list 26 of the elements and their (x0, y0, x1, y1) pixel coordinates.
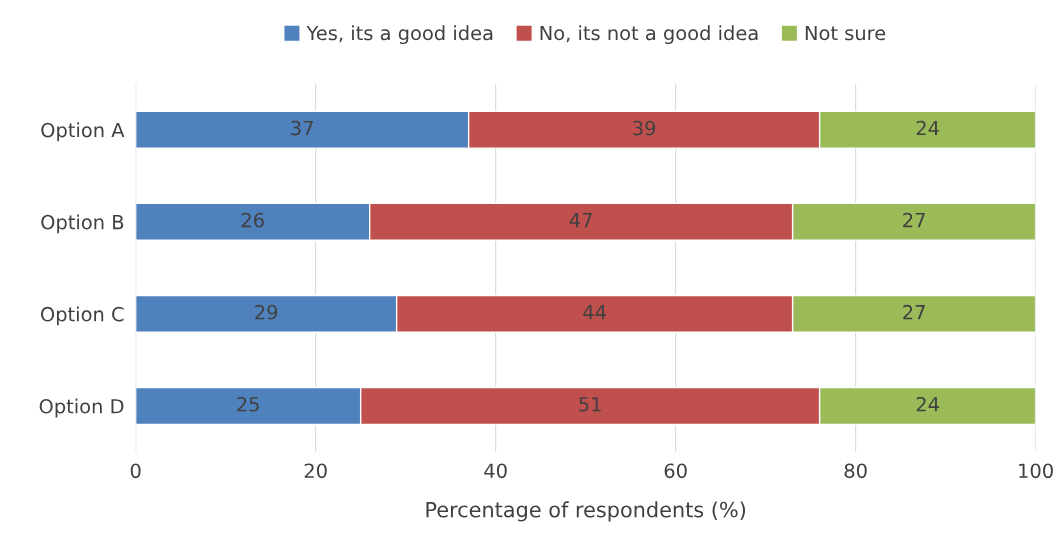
y-tick-label: Option B (41, 214, 124, 234)
data-label: 27 (903, 212, 925, 228)
data-label: 25 (237, 396, 259, 412)
data-label: 24 (916, 396, 939, 412)
data-label: 51 (579, 397, 601, 412)
data-label: 47 (569, 212, 592, 228)
x-tick-label: 0 (130, 463, 141, 479)
data-label: 24 (916, 120, 939, 136)
data-label: 44 (583, 305, 606, 320)
x-tick-label: 20 (304, 463, 327, 479)
data-label: 37 (291, 120, 313, 136)
y-tick-label: Option D (39, 398, 124, 418)
x-tick-label: 60 (664, 463, 687, 479)
legend-label: No, its not a good idea (540, 25, 758, 45)
y-tick-label: Option A (41, 122, 125, 142)
legend-label: Not sure (805, 25, 886, 41)
x-tick-label: 40 (484, 463, 507, 479)
data-label: 39 (633, 120, 656, 136)
data-label: 27 (903, 304, 925, 320)
x-tick-label: 80 (844, 463, 867, 479)
y-tick-label: Option C (41, 306, 124, 326)
legend-label: Yes, its a good idea (306, 25, 493, 45)
x-tick-label: 100 (1019, 463, 1053, 479)
x-axis-title: Percentage of respondents (%) (426, 501, 746, 522)
data-label: 29 (255, 304, 278, 320)
data-label: 26 (241, 212, 264, 228)
